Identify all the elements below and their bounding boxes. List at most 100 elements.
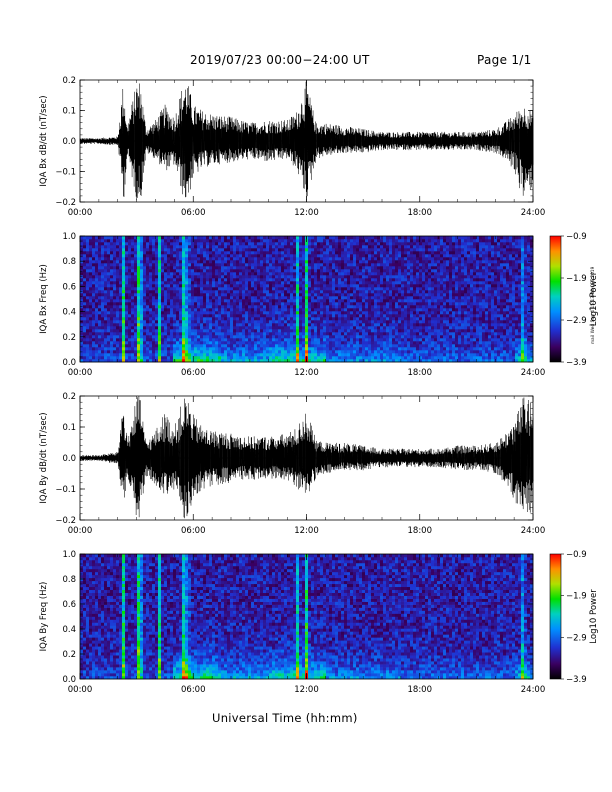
spectrogram-cell <box>122 290 126 294</box>
spectrogram-cell <box>203 287 207 291</box>
spectrogram-cell <box>251 326 255 330</box>
spectrogram-cell <box>296 353 300 357</box>
spectrogram-cell <box>422 356 426 360</box>
spectrogram-cell <box>176 275 180 279</box>
spectrogram-cell <box>374 254 378 258</box>
spectrogram-cell <box>176 302 180 306</box>
spectrogram-cell <box>281 317 285 321</box>
spectrogram-cell <box>155 245 159 249</box>
spectrogram-cell <box>347 350 351 354</box>
spectrogram-cell <box>173 329 177 333</box>
spectrogram-cell <box>260 260 264 264</box>
spectrogram-cell <box>281 260 285 264</box>
spectrogram-cell <box>413 239 417 243</box>
spectrogram-cell <box>122 272 126 276</box>
spectrogram-cell <box>359 278 363 282</box>
spectrogram-cell <box>119 272 123 276</box>
spectrogram-cell <box>365 296 369 300</box>
spectrogram-cell <box>197 314 201 318</box>
spectrogram-cell <box>92 287 96 291</box>
spectrogram-cell <box>332 281 336 285</box>
spectrogram-cell <box>326 284 330 288</box>
spectrogram-cell <box>194 266 198 270</box>
spectrogram-cell <box>269 275 273 279</box>
spectrogram-cell <box>218 299 222 303</box>
spectrogram-cell <box>161 359 165 363</box>
spectrogram-cell <box>206 302 210 306</box>
spectrogram-cell <box>203 350 207 354</box>
spectrogram-cell <box>341 308 345 312</box>
spectrogram-cell <box>365 347 369 351</box>
spectrogram-cell <box>83 311 87 315</box>
spectrogram-cell <box>278 263 282 267</box>
x-tick-label: 24:00 <box>521 208 546 218</box>
spectrogram-cell <box>290 359 294 363</box>
spectrogram-cell <box>245 311 249 315</box>
spectrogram-cell <box>257 308 261 312</box>
spectrogram-cell <box>416 353 420 357</box>
spectrogram-cell <box>287 239 291 243</box>
spectrogram-cell <box>182 317 186 321</box>
spectrogram-cell <box>152 323 156 327</box>
spectrogram-cell <box>266 293 270 297</box>
spectrogram-cell <box>419 311 423 315</box>
spectrogram-cell <box>173 314 177 318</box>
spectrogram-cell <box>95 263 99 267</box>
spectrogram-cell <box>161 350 165 354</box>
spectrogram-cell <box>125 266 129 270</box>
spectrogram-cell <box>134 332 138 336</box>
spectrogram-cell <box>155 242 159 246</box>
spectrogram-cell <box>317 329 321 333</box>
spectrogram-cell <box>116 296 120 300</box>
spectrogram-cell <box>206 335 210 339</box>
spectrogram-cell <box>278 257 282 261</box>
spectrogram-cell <box>275 323 279 327</box>
spectrogram-cell <box>407 287 411 291</box>
spectrogram-cell <box>239 266 243 270</box>
spectrogram-cell <box>257 347 261 351</box>
spectrogram-cell <box>317 335 321 339</box>
spectrogram-cell <box>302 248 306 252</box>
spectrogram-cell <box>350 257 354 261</box>
spectrogram-cell <box>359 353 363 357</box>
spectrogram-cell <box>116 245 120 249</box>
spectrogram-cell <box>140 287 144 291</box>
spectrogram-cell <box>377 326 381 330</box>
spectrogram-cell <box>137 254 141 258</box>
spectrogram-cell <box>344 356 348 360</box>
spectrogram-cell <box>224 305 228 309</box>
spectrogram-cell <box>182 287 186 291</box>
spectrogram-cell <box>347 299 351 303</box>
spectrogram-cell <box>407 260 411 264</box>
spectrogram-cell <box>329 341 333 345</box>
spectrogram-cell <box>152 248 156 252</box>
page-title: 2019/07/23 00:00−24:00 UT <box>190 53 370 67</box>
spectrogram-cell <box>170 359 174 363</box>
spectrogram-cell <box>248 353 252 357</box>
spectrogram-cell <box>152 359 156 363</box>
spectrogram-cell <box>413 326 417 330</box>
spectrogram-cell <box>344 278 348 282</box>
spectrogram-cell <box>386 236 390 240</box>
spectrogram-cell <box>152 269 156 273</box>
spectrogram-cell <box>275 296 279 300</box>
spectrogram-cell <box>338 251 342 255</box>
spectrogram-cell <box>245 350 249 354</box>
spectrogram-cell <box>386 353 390 357</box>
spectrogram-cell <box>326 245 330 249</box>
spectrogram-cell <box>323 311 327 315</box>
spectrogram-cell <box>101 338 105 342</box>
spectrogram-cell <box>218 335 222 339</box>
spectrogram-cell <box>374 278 378 282</box>
spectrogram-cell <box>215 356 219 360</box>
spectrogram-cell <box>194 299 198 303</box>
spectrogram-cell <box>203 263 207 267</box>
spectrogram-cell <box>86 341 90 345</box>
spectrogram-cell <box>101 242 105 246</box>
spectrogram-cell <box>395 332 399 336</box>
spectrogram-cell <box>380 326 384 330</box>
spectrogram-cell <box>335 311 339 315</box>
spectrogram-cell <box>170 257 174 261</box>
spectrogram-cell <box>170 269 174 273</box>
spectrogram-cell <box>398 320 402 324</box>
